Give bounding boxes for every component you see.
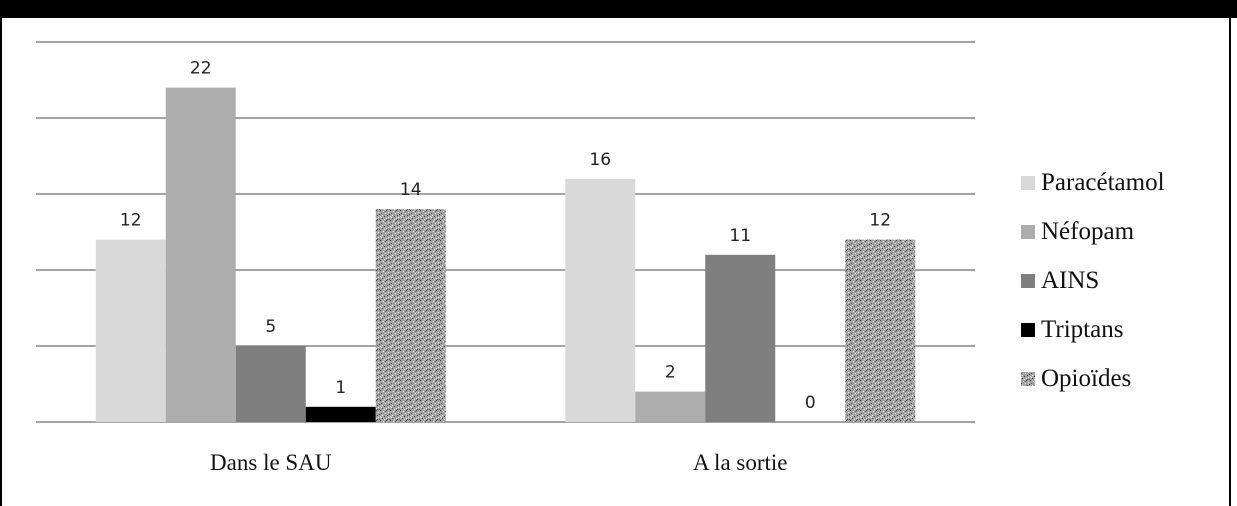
- legend-label: Paracétamol: [1041, 169, 1165, 196]
- category-label: Dans le SAU: [210, 450, 332, 475]
- bar: [165, 87, 236, 422]
- bar: [635, 391, 706, 422]
- legend-swatch: [1021, 274, 1035, 288]
- legend: Paracétamol Néfopam AINS Triptans Opioïdes: [1021, 169, 1165, 392]
- data-label: 2: [665, 363, 676, 383]
- bar: [375, 209, 446, 422]
- data-label: 16: [589, 150, 611, 170]
- right-border-line: [1229, 18, 1231, 506]
- category-label: A la sortie: [693, 450, 788, 475]
- left-border-line: [0, 18, 2, 506]
- legend-swatch: [1021, 176, 1035, 190]
- legend-label: Triptans: [1041, 316, 1123, 343]
- bar: [845, 239, 916, 422]
- data-label: 1: [335, 378, 346, 398]
- bar: [565, 178, 636, 422]
- category-axis-labels: Dans le SAU A la sortie: [210, 450, 787, 475]
- legend-label: Opioïdes: [1041, 365, 1131, 392]
- data-labels: 12 22 5 1 14 16 2 11 0 12: [120, 59, 891, 413]
- data-label: 22: [190, 59, 212, 79]
- data-label: 5: [265, 317, 276, 337]
- top-border-band: [0, 0, 1237, 18]
- bar: [305, 406, 376, 422]
- legend-label: AINS: [1041, 267, 1099, 294]
- legend-label: Néfopam: [1041, 218, 1135, 245]
- data-label: 12: [869, 211, 891, 231]
- data-label: 11: [729, 226, 751, 246]
- data-label: 12: [120, 211, 142, 231]
- bar: [95, 239, 166, 422]
- bar: [705, 254, 776, 422]
- legend-swatch: [1021, 323, 1035, 337]
- legend-swatch: [1021, 372, 1035, 386]
- bar: [235, 346, 306, 422]
- legend-swatch: [1021, 225, 1035, 239]
- bars: [95, 87, 916, 422]
- data-label: 14: [400, 180, 422, 200]
- data-label: 0: [805, 393, 816, 413]
